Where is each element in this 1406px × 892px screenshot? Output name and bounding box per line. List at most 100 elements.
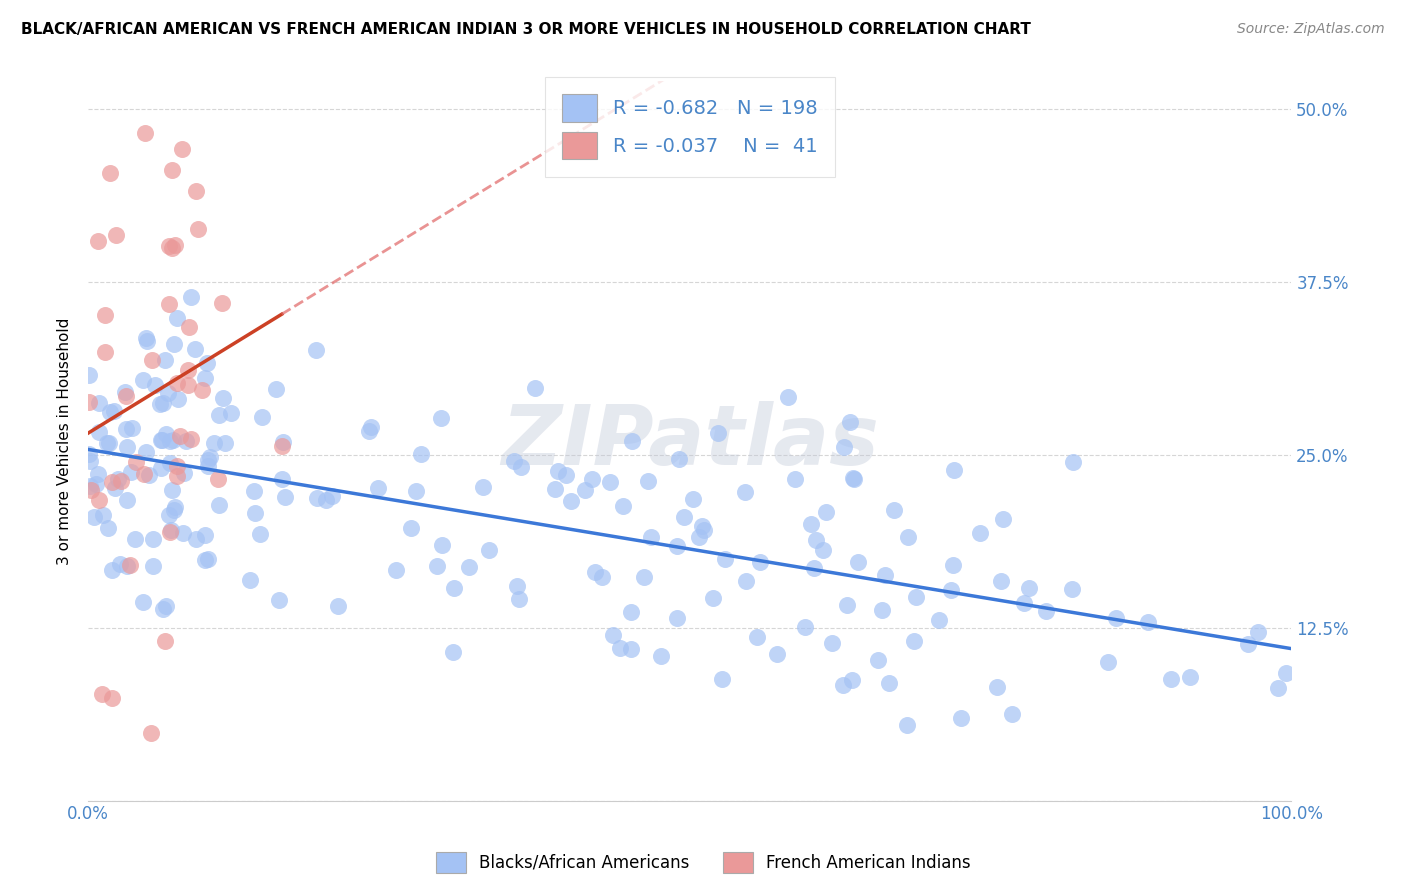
Point bbox=[803, 561, 825, 575]
Point bbox=[621, 434, 644, 449]
Point bbox=[877, 676, 900, 690]
Point bbox=[609, 641, 631, 656]
Point bbox=[426, 558, 449, 573]
Point bbox=[159, 524, 181, 539]
Point bbox=[142, 532, 165, 546]
Point bbox=[620, 605, 643, 619]
Point bbox=[800, 517, 823, 532]
Point bbox=[1267, 681, 1289, 695]
Point bbox=[93, 345, 115, 359]
Point bbox=[1237, 637, 1260, 651]
Point bbox=[866, 653, 889, 667]
Point bbox=[180, 290, 202, 304]
Point bbox=[149, 461, 172, 475]
Point bbox=[134, 126, 156, 140]
Point bbox=[1062, 455, 1084, 469]
Point bbox=[135, 445, 157, 459]
Point bbox=[141, 352, 163, 367]
Point bbox=[191, 383, 214, 397]
Point bbox=[783, 472, 806, 486]
Point bbox=[194, 371, 217, 385]
Point bbox=[177, 320, 200, 334]
Point bbox=[101, 563, 124, 577]
Point bbox=[162, 241, 184, 255]
Point bbox=[135, 331, 157, 345]
Point bbox=[668, 452, 690, 467]
Point bbox=[153, 353, 176, 368]
Point bbox=[152, 601, 174, 615]
Point bbox=[267, 592, 290, 607]
Point bbox=[1001, 707, 1024, 722]
Point bbox=[692, 523, 714, 537]
Point bbox=[97, 521, 120, 535]
Point bbox=[814, 505, 837, 519]
Point bbox=[243, 483, 266, 498]
Point bbox=[1136, 615, 1159, 629]
Point bbox=[555, 468, 578, 483]
Point bbox=[117, 492, 139, 507]
Point bbox=[834, 440, 856, 454]
Point bbox=[650, 648, 672, 663]
Point bbox=[132, 373, 155, 387]
Point bbox=[141, 726, 163, 740]
Point bbox=[478, 543, 501, 558]
Point bbox=[896, 718, 918, 732]
Point bbox=[928, 613, 950, 627]
Point bbox=[174, 434, 197, 448]
Point bbox=[163, 238, 186, 252]
Point bbox=[523, 381, 546, 395]
Point bbox=[79, 453, 101, 467]
Point bbox=[166, 468, 188, 483]
Point bbox=[471, 480, 494, 494]
Point bbox=[136, 334, 159, 349]
Point bbox=[125, 455, 148, 469]
Point bbox=[599, 475, 621, 489]
Point bbox=[794, 620, 817, 634]
Point bbox=[197, 552, 219, 566]
Point bbox=[98, 166, 121, 180]
Point bbox=[160, 483, 183, 498]
Point bbox=[162, 433, 184, 447]
Point bbox=[208, 408, 231, 422]
Point bbox=[159, 508, 181, 522]
Point bbox=[873, 568, 896, 582]
Point bbox=[942, 558, 965, 572]
Point bbox=[766, 647, 789, 661]
Point bbox=[1035, 604, 1057, 618]
Point bbox=[969, 526, 991, 541]
Point bbox=[271, 435, 294, 450]
Point bbox=[89, 493, 111, 508]
Point bbox=[219, 406, 242, 420]
Point bbox=[1018, 582, 1040, 596]
Point bbox=[166, 458, 188, 473]
Point bbox=[543, 483, 565, 497]
Point bbox=[207, 472, 229, 486]
Point bbox=[120, 558, 142, 573]
Point bbox=[367, 481, 389, 495]
Point bbox=[159, 456, 181, 470]
Point bbox=[149, 397, 172, 411]
Point bbox=[883, 503, 905, 517]
Point bbox=[172, 142, 194, 156]
Point bbox=[153, 633, 176, 648]
Point bbox=[120, 466, 142, 480]
Point bbox=[80, 483, 103, 497]
Point bbox=[87, 234, 110, 248]
Point bbox=[357, 424, 380, 438]
Point bbox=[574, 483, 596, 498]
Point bbox=[77, 394, 100, 409]
Point bbox=[745, 630, 768, 644]
Point bbox=[121, 420, 143, 434]
Point bbox=[83, 509, 105, 524]
Point bbox=[305, 343, 328, 358]
Point bbox=[172, 525, 194, 540]
Point bbox=[198, 450, 221, 464]
Point bbox=[194, 553, 217, 567]
Point bbox=[612, 499, 634, 513]
Point bbox=[430, 538, 453, 552]
Point bbox=[305, 491, 328, 505]
Point bbox=[79, 479, 101, 493]
Text: BLACK/AFRICAN AMERICAN VS FRENCH AMERICAN INDIAN 3 OR MORE VEHICLES IN HOUSEHOLD: BLACK/AFRICAN AMERICAN VS FRENCH AMERICA… bbox=[21, 22, 1031, 37]
Point bbox=[714, 552, 737, 566]
Point bbox=[665, 611, 688, 625]
